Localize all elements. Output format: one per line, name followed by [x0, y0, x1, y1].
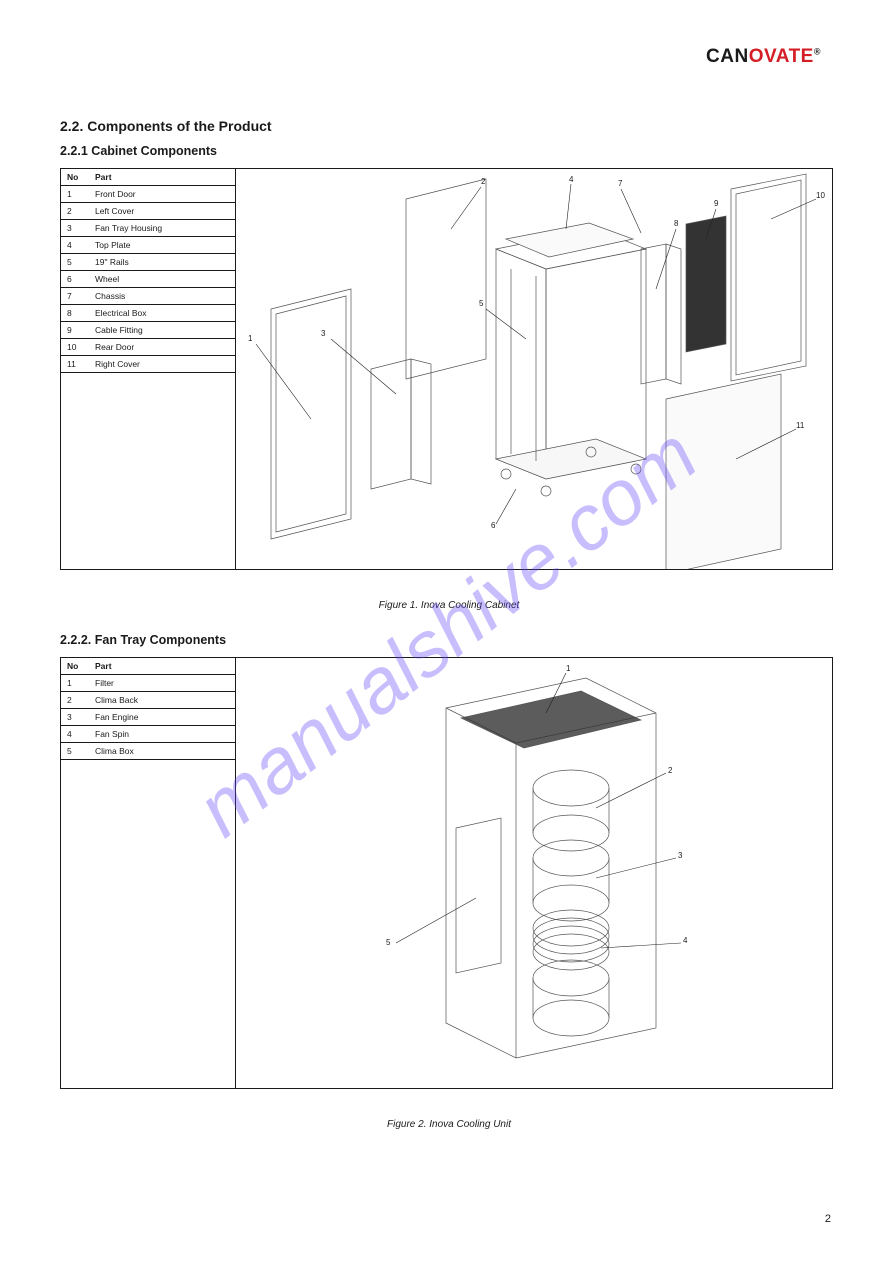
cabinet-exploded-diagram: [236, 169, 832, 569]
table-row: 2: [61, 203, 89, 220]
table-row: Fan Tray Housing: [89, 220, 235, 237]
panel2-right: 1 2 5 3 4: [236, 658, 832, 1088]
callout-11: 11: [796, 421, 804, 430]
brand-logo: CANOVATE®: [706, 46, 821, 68]
callout-2: 2: [481, 177, 485, 186]
figure2-caption: Figure 2. Inova Cooling Unit: [60, 1119, 838, 1130]
table-row: 8: [61, 305, 89, 322]
callout-9: 9: [714, 199, 718, 208]
table1-header-no: No: [61, 169, 89, 186]
section-title: Components of the Product: [87, 118, 271, 134]
callout-1: 1: [248, 334, 252, 343]
sub2-number: 2.2.2.: [60, 633, 91, 647]
table-row: 5: [61, 743, 89, 760]
table-row: Fan Engine: [89, 709, 235, 726]
callout2-1: 1: [566, 664, 570, 673]
callout-10: 10: [816, 191, 825, 200]
section-heading: 2.2. Components of the Product: [60, 118, 838, 134]
callout2-3: 3: [678, 851, 682, 860]
section-number: 2.2.: [60, 118, 83, 134]
table-row: 7: [61, 288, 89, 305]
table-row: Front Door: [89, 186, 235, 203]
table2-header-part: Part: [89, 658, 235, 675]
table-row: 11: [61, 356, 89, 373]
fantray-diagram: [236, 658, 832, 1088]
logo-registered: ®: [814, 47, 821, 57]
table-row: Filter: [89, 675, 235, 692]
table-row: Top Plate: [89, 237, 235, 254]
table-row: 4: [61, 237, 89, 254]
callout-8: 8: [674, 219, 678, 228]
table-row: Rear Door: [89, 339, 235, 356]
sub-title: Cabinet Components: [91, 144, 217, 158]
table1-header-part: Part: [89, 169, 235, 186]
table-row: 19" Rails: [89, 254, 235, 271]
table-row: 6: [61, 271, 89, 288]
callout-3: 3: [321, 329, 325, 338]
table-row: Wheel: [89, 271, 235, 288]
callout-7: 7: [618, 179, 622, 188]
table-row: 3: [61, 709, 89, 726]
table-row: 10: [61, 339, 89, 356]
panel-cabinet: No Part 1Front Door 2Left Cover 3Fan Tra…: [60, 168, 833, 570]
page-number: 2: [825, 1213, 831, 1225]
table-row: Electrical Box: [89, 305, 235, 322]
logo-part1: CAN: [706, 46, 749, 67]
parts-table-2: No Part 1Filter 2Clima Back 3Fan Engine …: [61, 658, 235, 760]
table-row: Clima Back: [89, 692, 235, 709]
logo-part2: OVATE: [749, 46, 814, 67]
table-row: Clima Box: [89, 743, 235, 760]
subsection-heading-2: 2.2.2. Fan Tray Components: [60, 633, 838, 647]
table-row: Cable Fitting: [89, 322, 235, 339]
table-row: 3: [61, 220, 89, 237]
table-row: 1: [61, 675, 89, 692]
table-row: 4: [61, 726, 89, 743]
callout-4: 4: [569, 175, 573, 184]
figure1-caption: Figure 1. Inova Cooling Cabinet: [60, 600, 838, 611]
parts-table-1: No Part 1Front Door 2Left Cover 3Fan Tra…: [61, 169, 235, 373]
table2-header-no: No: [61, 658, 89, 675]
panel2-left: No Part 1Filter 2Clima Back 3Fan Engine …: [61, 658, 236, 1088]
table-row: 2: [61, 692, 89, 709]
callout2-2: 2: [668, 766, 672, 775]
callout2-5: 5: [386, 938, 390, 947]
table-row: 9: [61, 322, 89, 339]
table-row: 5: [61, 254, 89, 271]
callout-5: 5: [479, 299, 483, 308]
callout-6: 6: [491, 521, 495, 530]
table-row: 1: [61, 186, 89, 203]
table-row: Left Cover: [89, 203, 235, 220]
panel1-right: 2 4 3 7 5 6 8 9 10 11 1: [236, 169, 832, 569]
sub2-title: Fan Tray Components: [95, 633, 226, 647]
panel-fantray: No Part 1Filter 2Clima Back 3Fan Engine …: [60, 657, 833, 1089]
subsection-heading-1: 2.2.1 Cabinet Components: [60, 144, 838, 158]
callout2-4: 4: [683, 936, 687, 945]
table-row: Fan Spin: [89, 726, 235, 743]
sub-number: 2.2.1: [60, 144, 88, 158]
panel1-left: No Part 1Front Door 2Left Cover 3Fan Tra…: [61, 169, 236, 569]
table-row: Chassis: [89, 288, 235, 305]
table-row: Right Cover: [89, 356, 235, 373]
